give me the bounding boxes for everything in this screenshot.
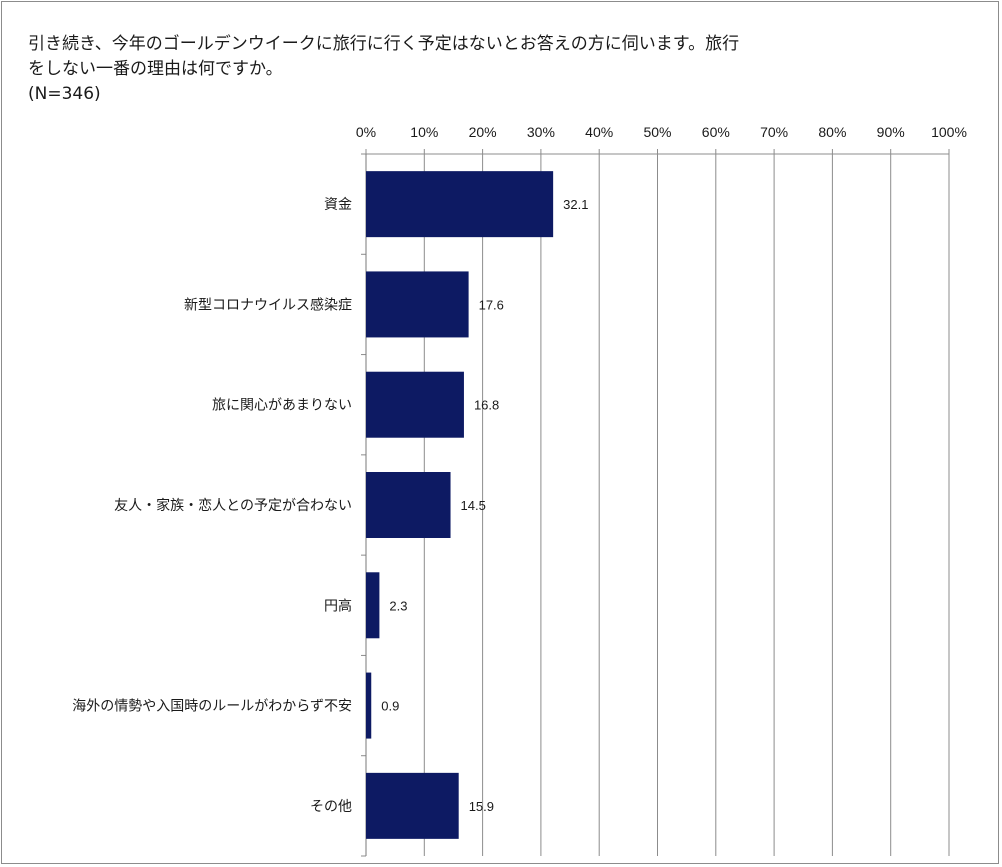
data-label: 16.8 bbox=[474, 398, 499, 413]
category-label: 旅に関心があまりない bbox=[212, 398, 352, 414]
data-label: 0.9 bbox=[381, 699, 399, 714]
bars bbox=[366, 171, 554, 839]
data-label: 2.3 bbox=[389, 598, 407, 613]
bar bbox=[366, 171, 554, 238]
category-label: 円高 bbox=[324, 597, 352, 614]
sample-size: (N=346) bbox=[28, 84, 101, 104]
data-label: 17.6 bbox=[479, 297, 504, 312]
bar bbox=[366, 472, 451, 538]
title-line-1: 引き続き、今年のゴールデンウイークに旅行に行く予定はないとお答えの方に伺います。… bbox=[28, 34, 740, 54]
x-tick-label: 40% bbox=[585, 124, 613, 140]
data-labels: 32.1 17.6 16.8 14.5 2.3 0.9 15.9 bbox=[381, 197, 588, 814]
bar bbox=[366, 772, 459, 839]
bar bbox=[366, 672, 372, 739]
category-label: その他 bbox=[310, 799, 352, 815]
data-label: 14.5 bbox=[461, 498, 486, 513]
data-label: 15.9 bbox=[469, 799, 494, 814]
x-tick-label: 100% bbox=[931, 124, 967, 140]
category-labels: 資金新型コロナウイルス感染症旅に関心があまりない友人・家族・恋人との予定が合わな… bbox=[72, 197, 352, 815]
title-line-2: をしない一番の理由は何ですか。 bbox=[28, 59, 283, 79]
x-tick-label: 30% bbox=[527, 124, 555, 140]
bar bbox=[366, 371, 464, 438]
x-tick-labels: 0% 10% 20% 30% 40% 50% 60% 70% 80% 90% 100% bbox=[356, 124, 967, 140]
x-tick-label: 60% bbox=[702, 124, 730, 140]
category-label: 友人・家族・恋人との予定が合わない bbox=[114, 497, 352, 514]
x-tick-label: 0% bbox=[356, 124, 376, 140]
x-tick-label: 20% bbox=[469, 124, 497, 140]
x-tick-label: 90% bbox=[877, 124, 905, 140]
bar bbox=[366, 271, 469, 338]
category-label: 資金 bbox=[324, 197, 352, 213]
category-label: 海外の情勢や入国時のルールがわからず不安 bbox=[72, 699, 352, 715]
x-tick-label: 80% bbox=[818, 124, 846, 140]
x-tick-label: 50% bbox=[643, 124, 671, 140]
x-tick-label: 70% bbox=[760, 124, 788, 140]
x-tick-label: 10% bbox=[410, 124, 438, 140]
data-label: 32.1 bbox=[563, 197, 588, 212]
bar bbox=[366, 572, 380, 639]
chart-title: 引き続き、今年のゴールデンウイークに旅行に行く予定はないとお答えの方に伺います。… bbox=[28, 32, 848, 107]
category-label: 新型コロナウイルス感染症 bbox=[184, 296, 352, 313]
